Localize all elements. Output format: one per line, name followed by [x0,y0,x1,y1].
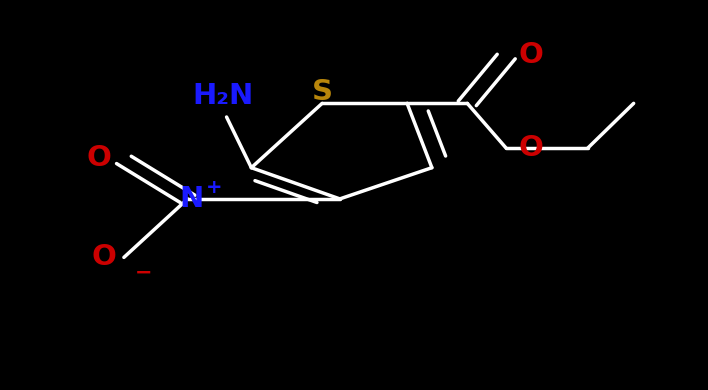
Text: +: + [206,179,223,197]
Text: O: O [92,243,117,271]
Text: O: O [86,144,111,172]
Text: N: N [179,185,203,213]
Text: O: O [519,134,544,162]
Text: S: S [312,78,333,106]
Text: H₂N: H₂N [193,82,253,110]
Text: −: − [135,262,152,282]
Text: O: O [519,41,544,69]
